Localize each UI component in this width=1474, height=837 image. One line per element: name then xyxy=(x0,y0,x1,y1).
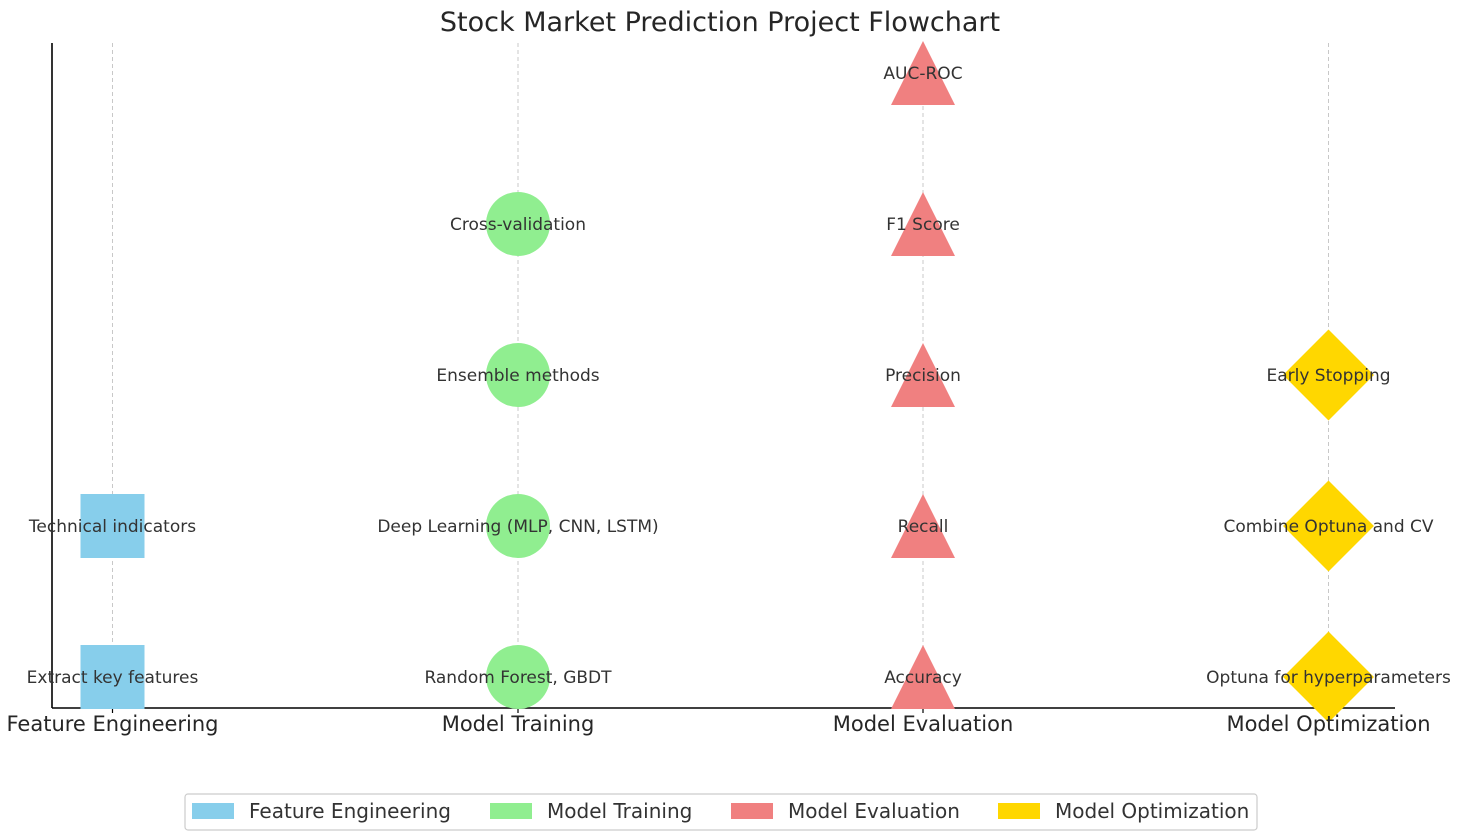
node-label-extract-key-features: Extract key features xyxy=(27,668,199,688)
diamond-node-combine-optuna-and-cv xyxy=(1283,480,1374,572)
node-label-recall: Recall xyxy=(898,517,949,537)
triangle-node-precision xyxy=(891,343,955,407)
triangle-node-f1-score xyxy=(891,192,955,256)
diamond-node-optuna-for-hyperparameters xyxy=(1283,631,1374,723)
diamond-node-early-stopping xyxy=(1283,329,1374,421)
category-labels: Feature Engineering Model Training Model E… xyxy=(6,712,1430,736)
legend-label-model-optimization: Model Optimization xyxy=(1055,799,1249,823)
legend: Feature Engineering Model Training Model E… xyxy=(184,793,1258,831)
circle-node-ensemble-methods xyxy=(486,343,550,407)
node-label-combine-optuna-and-cv: Combine Optuna and CV xyxy=(1223,517,1433,537)
node-label-accuracy: Accuracy xyxy=(884,668,962,688)
category-label-model-optimization: Model Optimization xyxy=(1226,712,1430,736)
category-label-model-training: Model Training xyxy=(442,712,595,736)
square-node-extract-key-features xyxy=(80,645,145,709)
node-label-cross-validation: Cross-validation xyxy=(450,215,586,235)
legend-swatch-model-evaluation xyxy=(731,803,773,819)
category-label-model-evaluation: Model Evaluation xyxy=(833,712,1014,736)
node-label-ensemble-methods: Ensemble methods xyxy=(436,366,599,386)
legend-label-model-evaluation: Model Evaluation xyxy=(788,799,960,823)
node-label-early-stopping: Early Stopping xyxy=(1266,366,1390,386)
legend-swatch-model-training xyxy=(490,803,532,819)
node-label-technical-indicators: Technical indicators xyxy=(28,517,196,537)
axes xyxy=(51,43,1395,709)
node-label-precision: Precision xyxy=(885,366,961,386)
node-label-optuna-for-hyperparameters: Optuna for hyperparameters xyxy=(1206,668,1451,688)
legend-label-model-training: Model Training xyxy=(547,799,692,823)
triangle-node-auc-roc xyxy=(891,41,955,105)
legend-label-feature-engineering: Feature Engineering xyxy=(249,799,451,823)
node-label-deep-learning-mlp-cnn-lstm: Deep Learning (MLP, CNN, LSTM) xyxy=(377,517,658,537)
node-label-random-forest-gbdt: Random Forest, GBDT xyxy=(424,668,612,688)
label-layer: Extract key features Technical indicators… xyxy=(27,64,1451,688)
legend-swatch-model-optimization xyxy=(998,803,1040,819)
marker-layer xyxy=(80,41,1374,723)
node-label-auc-roc: AUC-ROC xyxy=(883,64,962,84)
legend-frame xyxy=(184,793,1258,831)
circle-node-deep-learning-mlp-cnn-lstm xyxy=(486,494,550,558)
category-label-feature-engineering: Feature Engineering xyxy=(6,712,218,736)
chart-title: Stock Market Prediction Project Flowchar… xyxy=(440,7,1000,38)
legend-swatch-feature-engineering xyxy=(192,803,234,819)
grid-layer xyxy=(111,43,1330,713)
circle-node-random-forest-gbdt xyxy=(486,645,550,709)
square-node-technical-indicators xyxy=(80,494,145,558)
triangle-node-accuracy xyxy=(891,645,955,709)
circle-node-cross-validation xyxy=(486,192,550,256)
node-label-f1-score: F1 Score xyxy=(886,215,960,235)
triangle-node-recall xyxy=(891,494,955,558)
